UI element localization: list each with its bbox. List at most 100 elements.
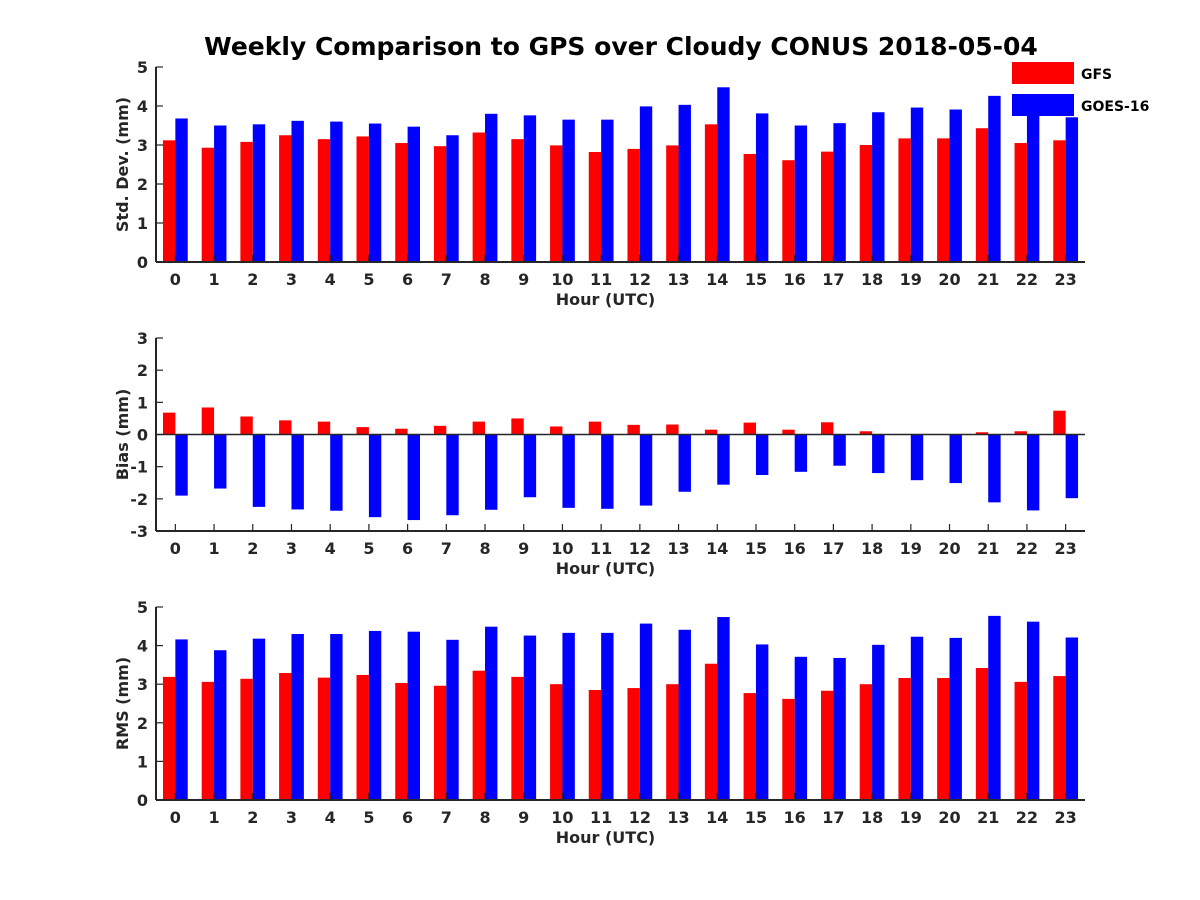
- x-tick-label: 9: [518, 808, 529, 827]
- x-tick-label: 19: [900, 808, 922, 827]
- y-tick-label: 0: [137, 253, 148, 272]
- x-tick-label: 15: [745, 539, 767, 558]
- bar-gfs-14: [704, 124, 718, 262]
- bar-goes-16-7: [446, 135, 459, 262]
- y-axis-label: Std. Dev. (mm): [113, 97, 132, 232]
- bar-gfs-6: [395, 683, 408, 800]
- bar-goes-16-0: [175, 639, 188, 800]
- series-goes-16: [175, 87, 1079, 263]
- bar-gfs-2: [240, 416, 253, 435]
- series-goes-16: [175, 434, 1079, 521]
- y-tick-label: 1: [137, 214, 148, 233]
- bar-goes-16-16: [794, 434, 808, 472]
- bar-goes-16-3: [291, 434, 304, 510]
- bar-gfs-7: [433, 146, 447, 262]
- bar-goes-16-21: [988, 95, 1001, 262]
- bar-gfs-11: [588, 152, 602, 262]
- bar-gfs-13: [666, 424, 679, 435]
- legend-item-goes-16: GOES-16: [1012, 94, 1149, 116]
- bar-gfs-16: [782, 160, 795, 262]
- bar-goes-16-14: [717, 617, 730, 800]
- x-tick-label: 11: [590, 270, 612, 289]
- bar-goes-16-10: [562, 632, 575, 800]
- bar-goes-16-15: [755, 644, 769, 800]
- bar-goes-16-22: [1026, 107, 1040, 262]
- bar-goes-16-12: [639, 623, 653, 800]
- bar-goes-16-0: [175, 118, 188, 262]
- x-axis-label: Hour (UTC): [556, 559, 656, 578]
- bar-gfs-18: [859, 145, 873, 262]
- legend-swatch: [1012, 94, 1074, 116]
- x-tick-label: 10: [551, 539, 573, 558]
- bar-gfs-5: [356, 136, 369, 262]
- x-tick-label: 12: [629, 808, 651, 827]
- x-tick-label: 10: [551, 808, 573, 827]
- bar-gfs-10: [550, 684, 563, 800]
- bar-goes-16-16: [794, 656, 808, 800]
- bar-gfs-7: [433, 685, 447, 800]
- bar-gfs-17: [821, 151, 834, 262]
- bar-gfs-17: [821, 422, 834, 435]
- bar-goes-16-6: [407, 434, 420, 521]
- bar-goes-16-20: [949, 434, 962, 484]
- bar-goes-16-11: [601, 434, 614, 509]
- bar-gfs-20: [937, 678, 950, 800]
- bar-gfs-4: [317, 421, 331, 435]
- bar-gfs-8: [472, 132, 486, 262]
- bar-gfs-15: [743, 693, 756, 800]
- x-tick-label: 12: [629, 270, 651, 289]
- bar-goes-16-2: [252, 124, 266, 262]
- bar-gfs-10: [550, 145, 563, 262]
- x-tick-label: 2: [247, 539, 258, 558]
- bar-goes-16-5: [368, 434, 382, 518]
- plots-group: 0 1 2 3 4 5 6 7 8 9 10 11 12 13 14 15 16 17 18 19 20 21 22 2301…: [113, 58, 1085, 847]
- x-tick-label: 14: [706, 808, 728, 827]
- x-tick-label: 4: [325, 539, 336, 558]
- bar-gfs-21: [975, 128, 989, 262]
- x-tick-label: 3: [286, 539, 297, 558]
- y-tick-label: 4: [137, 637, 148, 656]
- bar-gfs-20: [937, 138, 950, 262]
- x-tick-label: 4: [325, 808, 336, 827]
- x-tick-label: 23: [1055, 539, 1077, 558]
- bar-gfs-8: [472, 421, 486, 435]
- bar-goes-16-19: [910, 636, 924, 800]
- bar-gfs-2: [240, 141, 253, 262]
- bar-goes-16-23: [1065, 637, 1079, 800]
- x-tick-label: 7: [441, 539, 452, 558]
- bar-goes-16-17: [833, 434, 846, 466]
- series-gfs: [162, 407, 1066, 435]
- x-tick-label: 19: [900, 270, 922, 289]
- bar-goes-16-14: [717, 87, 730, 262]
- bar-goes-16-16: [794, 125, 808, 262]
- bar-goes-16-8: [485, 113, 498, 262]
- bar-gfs-15: [743, 422, 756, 435]
- x-tick-label: 9: [518, 539, 529, 558]
- x-tick-label: 10: [551, 270, 573, 289]
- x-tick-label: 21: [977, 808, 999, 827]
- y-tick-label: 3: [137, 136, 148, 155]
- bar-gfs-16: [782, 429, 795, 435]
- bar-goes-16-5: [368, 630, 382, 800]
- x-tick-label: 6: [402, 808, 413, 827]
- subplot-3: 0 1 2 3 4 5 6 7 8 9 10 11 12 13 14 15 16 17 18 19 20 21 22 2301…: [113, 598, 1085, 847]
- bar-gfs-23: [1053, 410, 1066, 435]
- x-tick-label: 5: [363, 808, 374, 827]
- bar-goes-16-4: [330, 634, 343, 800]
- bar-gfs-6: [395, 143, 408, 262]
- bar-gfs-13: [666, 684, 679, 800]
- x-tick-label: 0: [170, 808, 181, 827]
- bar-goes-16-9: [523, 434, 537, 498]
- x-tick-label: 18: [861, 808, 883, 827]
- bar-gfs-0: [162, 140, 176, 262]
- bar-gfs-21: [975, 432, 989, 435]
- bar-gfs-18: [859, 684, 873, 800]
- bar-gfs-7: [433, 425, 447, 435]
- bar-goes-16-8: [485, 626, 498, 800]
- bar-gfs-18: [859, 431, 873, 435]
- y-tick-label: 0: [137, 791, 148, 810]
- bar-gfs-2: [240, 678, 253, 800]
- bar-goes-16-15: [755, 434, 769, 476]
- x-tick-label: 13: [667, 539, 689, 558]
- bar-goes-16-7: [446, 639, 459, 800]
